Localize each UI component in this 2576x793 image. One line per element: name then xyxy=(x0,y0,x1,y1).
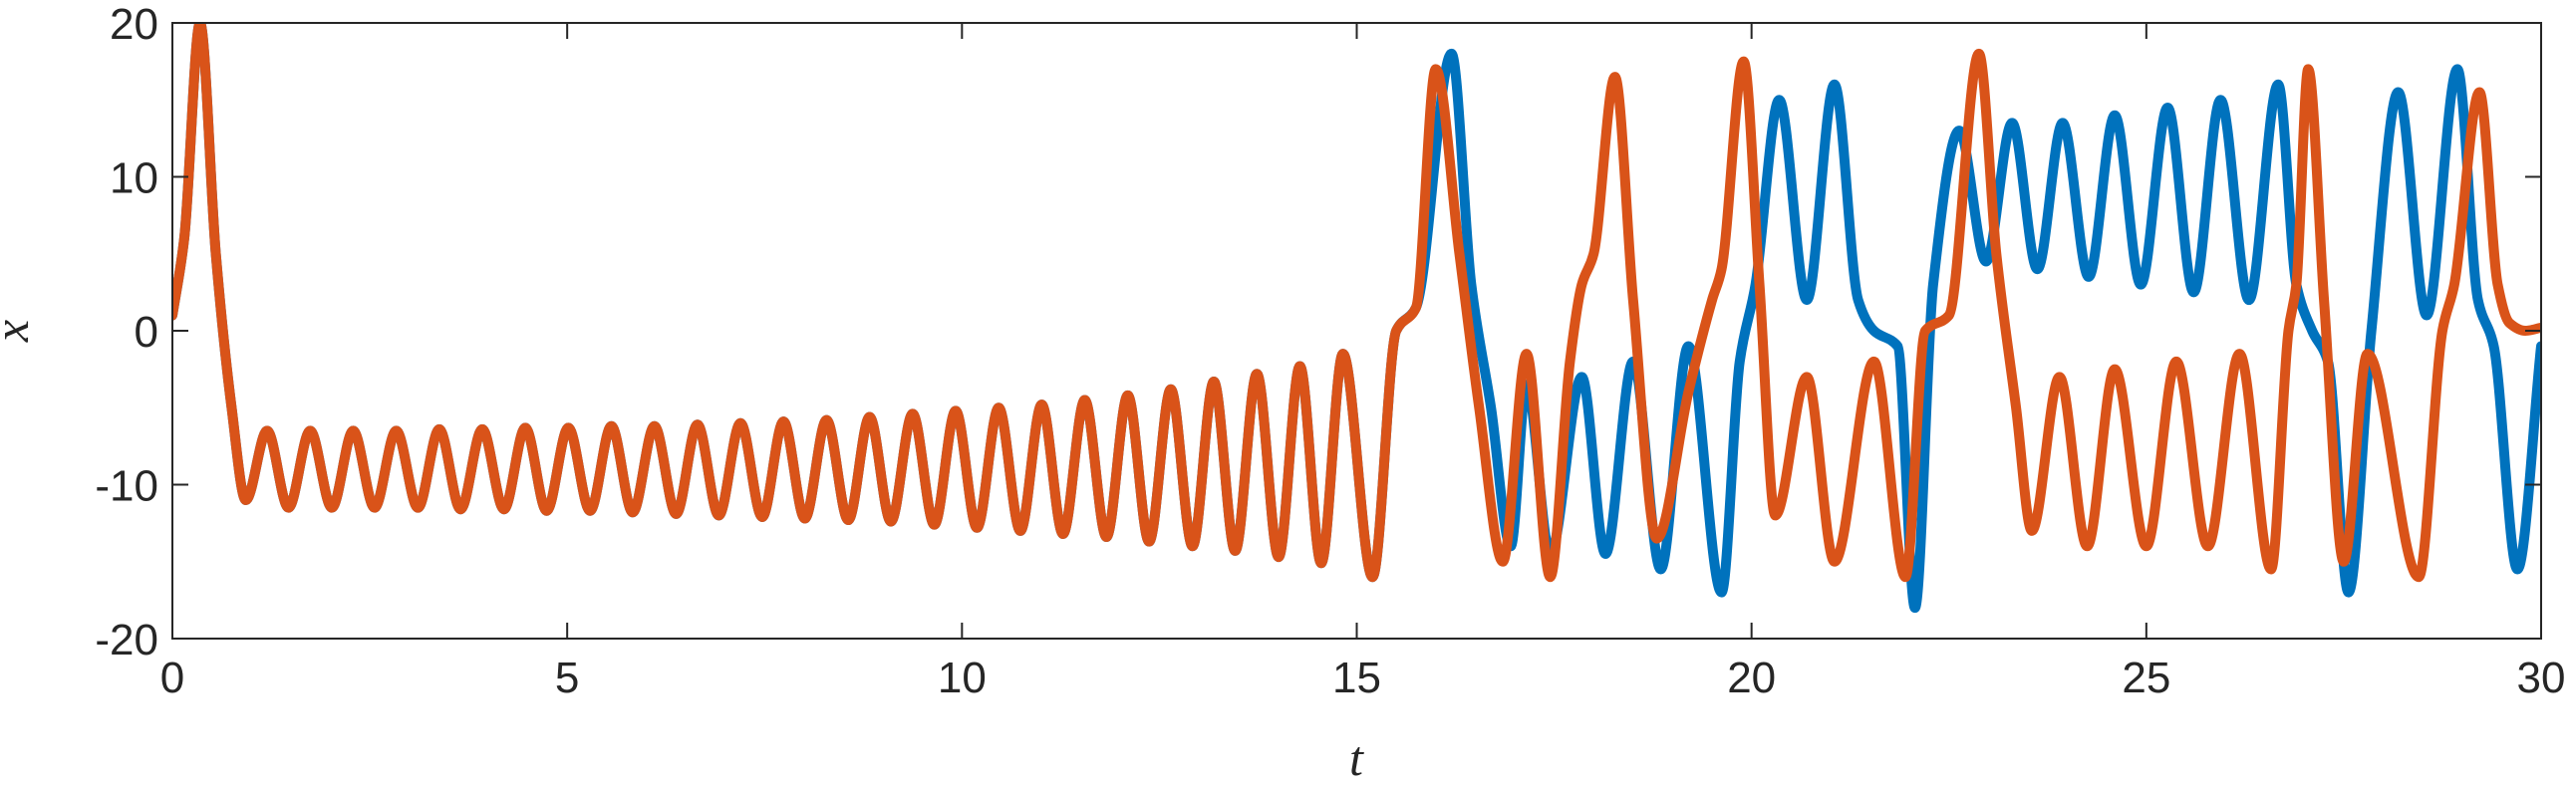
x-tick-label: 0 xyxy=(160,654,184,702)
y-tick-label: 20 xyxy=(110,0,158,49)
y-tick-label: 10 xyxy=(110,154,158,203)
x-tick-label: 10 xyxy=(938,654,987,702)
x-axis-label: t xyxy=(1349,730,1364,786)
x-tick-label: 25 xyxy=(2122,654,2170,702)
x-tick-label: 30 xyxy=(2517,654,2566,702)
y-tick-label: 0 xyxy=(135,308,158,357)
plot-lines xyxy=(172,23,2541,614)
x-tick-label: 20 xyxy=(1727,654,1776,702)
y-tick-label: -20 xyxy=(95,616,158,664)
y-tick-label: -10 xyxy=(95,462,158,511)
data-line xyxy=(172,23,2541,614)
axes-box xyxy=(171,22,2542,640)
data-line xyxy=(172,23,2541,583)
y-axis-label: x xyxy=(0,320,39,343)
x-tick-label: 15 xyxy=(1332,654,1381,702)
x-tick-label: 5 xyxy=(555,654,579,702)
